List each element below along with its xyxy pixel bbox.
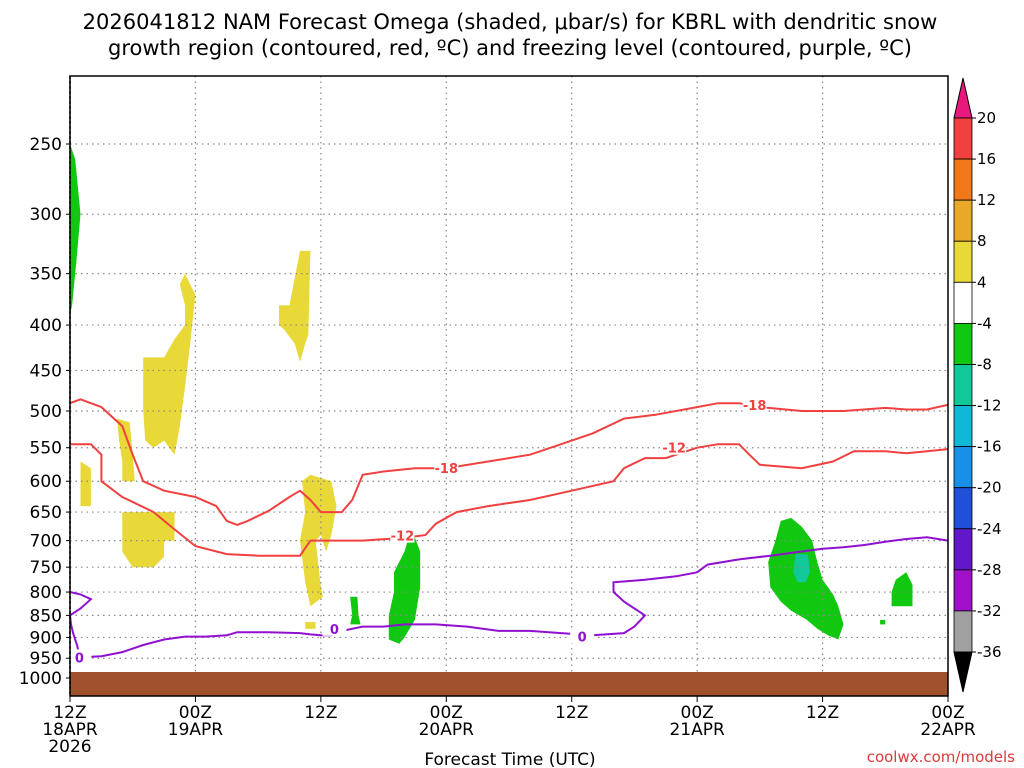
colorbar-band-12 [953, 610, 973, 653]
colorbar-band-5 [953, 322, 973, 365]
x-tick-label-0-1: 12Z [53, 703, 86, 723]
contour-label--12-0: -12 [662, 442, 686, 457]
x-tick-label-3-1: 00Z [430, 703, 463, 723]
x-tick-label-7-2: 22APR [920, 720, 976, 740]
colorbar-label-12: 12 [977, 191, 996, 209]
y-tick-label-550: 550 [30, 439, 62, 459]
x-tick-label-6-1: 12Z [806, 703, 839, 723]
colorbar-band-8 [953, 446, 973, 489]
colorbar-band-11 [953, 569, 973, 612]
omega-region-0-6 [305, 622, 316, 629]
contour-label-bg-0-1 [322, 620, 347, 636]
colorbar-label-20: 20 [977, 109, 996, 127]
x-tick-label-5-1: 00Z [681, 703, 714, 723]
site-credit: coolwx.com/models [867, 748, 1015, 766]
contour-line--12 [70, 443, 949, 557]
colorbar-label--20: -20 [977, 479, 1002, 497]
colorbar-band-1 [953, 158, 973, 201]
colorbar-top-triangle [953, 77, 973, 119]
contour-label-bg--12-0 [662, 439, 687, 455]
omega-region-0-3 [122, 512, 175, 568]
colorbar-band-0 [953, 117, 973, 160]
colorbar-band-3 [953, 240, 973, 283]
omega-region-0-2 [143, 273, 196, 455]
x-tick-label-7-1: 00Z [931, 703, 964, 723]
y-tick-label-650: 650 [30, 503, 62, 523]
x-tick-label-1-1: 00Z [179, 703, 212, 723]
y-tick-label-900: 900 [30, 628, 62, 648]
colorbar-band-4 [953, 281, 973, 324]
omega-region-0-1 [117, 418, 135, 482]
omega-region-0-0 [80, 461, 91, 507]
omega-region-0-5 [300, 474, 337, 607]
colorbar-bottom-triangle [953, 651, 973, 693]
y-tick-label-1000: 1000 [19, 669, 62, 689]
terrain-surface [70, 672, 948, 696]
omega-region-1-5 [880, 619, 886, 625]
contour-label-0-2: 0 [578, 631, 587, 646]
contour-label-0-0: 0 [75, 651, 84, 666]
contour-label-bg--18-0 [742, 396, 767, 412]
x-tick-label-2-1: 12Z [304, 703, 337, 723]
omega-shading [70, 144, 913, 644]
y-tick-label-850: 850 [30, 606, 62, 626]
colorbar-label--12: -12 [977, 397, 1002, 415]
x-tick-label-0-3: 2026 [48, 737, 91, 757]
y-tick-label-300: 300 [30, 205, 62, 225]
omega-region-1-0 [70, 144, 81, 316]
x-tick-label-0-2: 18APR [42, 720, 98, 740]
colorbar-label--8: -8 [977, 355, 992, 373]
contour-label-bg-0-0 [67, 649, 92, 665]
contour-label--12-1: -12 [391, 530, 415, 545]
temperature-contours: -18 -18 -12 -12 0 0 0 [67, 396, 949, 666]
contour-label-0-1: 0 [330, 623, 339, 638]
y-tick-label-950: 950 [30, 649, 62, 669]
colorbar-label--28: -28 [977, 561, 1002, 579]
contour-label-bg--12-1 [390, 527, 415, 543]
colorbar-label--24: -24 [977, 520, 1002, 538]
colorbar-label--4: -4 [977, 314, 992, 332]
colorbar-label-4: 4 [977, 273, 987, 291]
x-tick-label-1-2: 19APR [168, 720, 224, 740]
colorbar-label--16: -16 [977, 438, 1002, 456]
chart-title-line2: growth region (contoured, red, ºC) and f… [108, 36, 912, 60]
y-tick-label-450: 450 [30, 361, 62, 381]
y-tick-label-250: 250 [30, 135, 62, 155]
x-tick-label-4-1: 12Z [555, 703, 588, 723]
colorbar: 20 16 12 8 4 -4 -8 -12 -16 -20 -24 -28 -32 -36 [953, 77, 1002, 693]
y-tick-label-500: 500 [30, 402, 62, 422]
colorbar-label--32: -32 [977, 602, 1002, 620]
omega-region-1-1 [350, 596, 361, 625]
y-tick-label-800: 800 [30, 583, 62, 603]
colorbar-label-16: 16 [977, 150, 996, 168]
contour-label--18-0: -18 [743, 399, 767, 414]
x-axis-label: Forecast Time (UTC) [424, 750, 595, 768]
y-tick-label-700: 700 [30, 532, 62, 552]
colorbar-band-6 [953, 364, 973, 406]
contour-label--18-1: -18 [435, 462, 459, 477]
x-tick-label-3-2: 20APR [419, 720, 475, 740]
y-tick-label-600: 600 [30, 472, 62, 492]
y-tick-label-750: 750 [30, 558, 62, 578]
y-tick-label-350: 350 [30, 265, 62, 285]
colorbar-label--36: -36 [977, 643, 1002, 661]
plot-area: -18 -18 -12 -12 0 0 0 [67, 75, 949, 697]
y-axis-ticks: 2503003504004505005506006507007508008509… [19, 135, 70, 689]
contour-label-bg--18-1 [434, 460, 459, 476]
colorbar-band-7 [953, 405, 973, 448]
omega-region-1-2 [388, 537, 421, 644]
contour-label-bg-0-2 [570, 628, 595, 644]
colorbar-label-8: 8 [977, 232, 987, 250]
colorbar-band-9 [953, 487, 973, 530]
omega-region-1-4 [891, 572, 913, 607]
omega-region-0-4 [279, 250, 311, 362]
colorbar-band-10 [953, 528, 973, 571]
chart-title-line1: 2026041812 NAM Forecast Omega (shaded, μ… [83, 10, 938, 34]
omega-region-2-0 [793, 554, 810, 583]
y-tick-label-400: 400 [30, 316, 62, 336]
x-tick-label-5-2: 21APR [669, 720, 725, 740]
colorbar-band-2 [953, 199, 973, 242]
